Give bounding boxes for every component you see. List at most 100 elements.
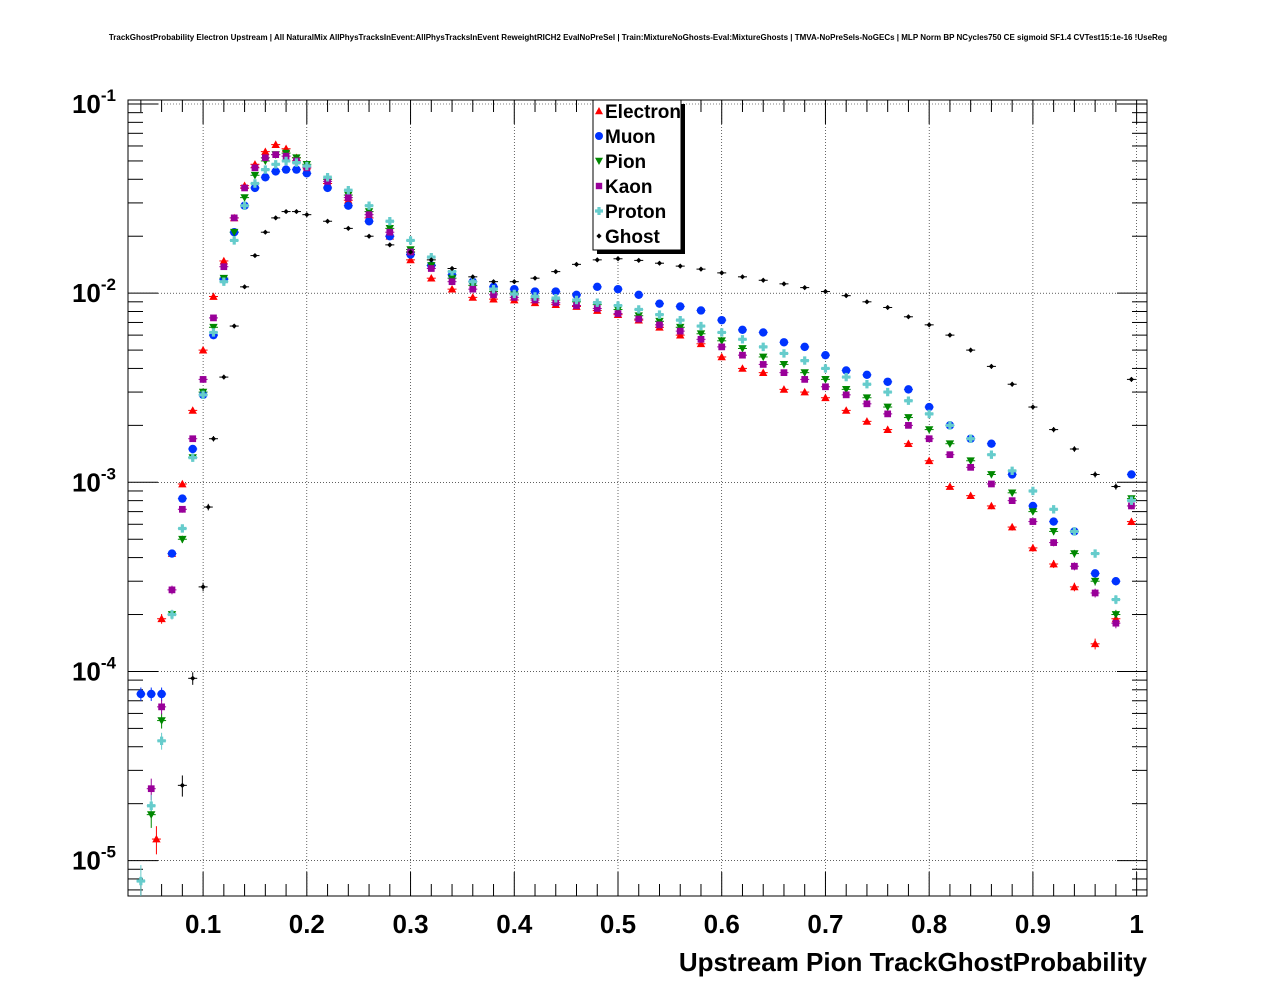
point-kaon (967, 463, 975, 471)
point-electron (427, 273, 436, 282)
point-muon (613, 284, 623, 294)
point-ghost (947, 332, 953, 338)
point-proton (188, 453, 197, 462)
point-ghost (470, 274, 476, 280)
point-ghost (594, 257, 600, 263)
point-muon (157, 689, 166, 699)
point-kaon (759, 361, 767, 368)
point-proton (862, 380, 872, 389)
point-proton (655, 310, 664, 319)
point-ghost (1128, 376, 1135, 382)
point-proton (364, 201, 374, 210)
chart-title: TrackGhostProbability Electron Upstream … (108, 33, 1168, 42)
point-muon (904, 385, 913, 394)
point-ghost (324, 218, 331, 224)
legend-box (592, 99, 682, 251)
point-ghost (968, 347, 974, 353)
point-proton (1007, 466, 1017, 476)
point-muon (862, 370, 872, 380)
point-ghost (273, 215, 279, 221)
x-tick-label: 0.1 (185, 909, 221, 939)
x-tick-label: 0.4 (496, 909, 533, 939)
point-proton (385, 217, 395, 226)
point-muon (250, 183, 260, 193)
y-tick-label: 10-3 (72, 464, 116, 497)
point-proton (634, 305, 643, 314)
point-kaon (282, 152, 290, 160)
point-ghost (231, 323, 237, 329)
point-muon (302, 169, 312, 178)
point-pion (696, 330, 706, 338)
point-pion (1111, 611, 1121, 619)
point-electron (468, 293, 477, 301)
point-proton (323, 173, 332, 182)
x-tick-labels: 0.1 0.2 0.3 0.4 0.5 0.6 0.7 0.8 0.9 1 (185, 909, 1144, 939)
point-electron (821, 393, 830, 402)
point-muon (1127, 470, 1136, 479)
point-muon (987, 439, 996, 448)
x-tick-label: 0.9 (1015, 909, 1051, 939)
point-proton (676, 315, 685, 325)
point-proton (1070, 527, 1079, 536)
point-pion (1090, 577, 1100, 586)
point-kaon (344, 194, 352, 201)
point-pion (841, 386, 851, 394)
point-proton (250, 179, 260, 188)
point-electron (717, 352, 726, 361)
point-ghost (449, 265, 455, 272)
point-proton (147, 801, 156, 810)
point-ghost (1113, 483, 1119, 490)
point-proton (157, 736, 166, 745)
point-kaon (822, 383, 829, 391)
point-muon (364, 217, 374, 226)
x-tick-label: 0.8 (911, 909, 947, 939)
point-kaon (1128, 502, 1135, 510)
point-ghost (252, 252, 258, 259)
point-ghost (1071, 446, 1077, 452)
point-kaon (178, 505, 186, 513)
point-proton (447, 267, 457, 276)
point-pion (883, 403, 892, 412)
point-ghost (864, 299, 870, 305)
point-ghost (1030, 404, 1036, 410)
point-proton (167, 610, 177, 619)
point-proton (427, 252, 436, 262)
point-ghost (205, 504, 211, 510)
point-kaon (905, 422, 912, 429)
point-kaon (925, 435, 933, 443)
point-proton (800, 356, 809, 365)
point-muon (821, 350, 830, 360)
point-ghost (677, 263, 683, 269)
point-pion (250, 171, 260, 180)
y-tick-labels: 10-1 10-2 10-3 10-4 10-5 (72, 86, 117, 876)
point-pion (209, 323, 218, 332)
point-muon (271, 167, 280, 176)
point-muon (655, 299, 664, 308)
point-proton (841, 372, 851, 382)
point-kaon (1029, 518, 1037, 525)
point-ghost (532, 275, 538, 281)
point-pion (738, 345, 747, 353)
point-electron (966, 491, 975, 500)
point-pion (904, 414, 913, 422)
point-ghost (490, 279, 497, 285)
point-muon (924, 402, 934, 412)
point-proton (219, 277, 229, 286)
point-pion (240, 194, 249, 202)
point-pion (613, 306, 623, 314)
point-muon (634, 290, 643, 300)
y-tick-label: 10-5 (72, 843, 116, 876)
data-markers (136, 140, 1136, 886)
point-pion (862, 394, 872, 402)
point-pion (821, 376, 830, 384)
point-electron (904, 439, 913, 448)
point-kaon (158, 703, 165, 711)
point-ghost (262, 229, 268, 235)
point-pion (178, 535, 187, 544)
x-tick-label: 0.3 (392, 909, 428, 939)
legend-label-ghost: Ghost (605, 227, 661, 248)
point-kaon (199, 376, 207, 383)
point-kaon (1112, 619, 1120, 627)
point-muon (593, 282, 602, 292)
point-ghost (739, 274, 746, 280)
